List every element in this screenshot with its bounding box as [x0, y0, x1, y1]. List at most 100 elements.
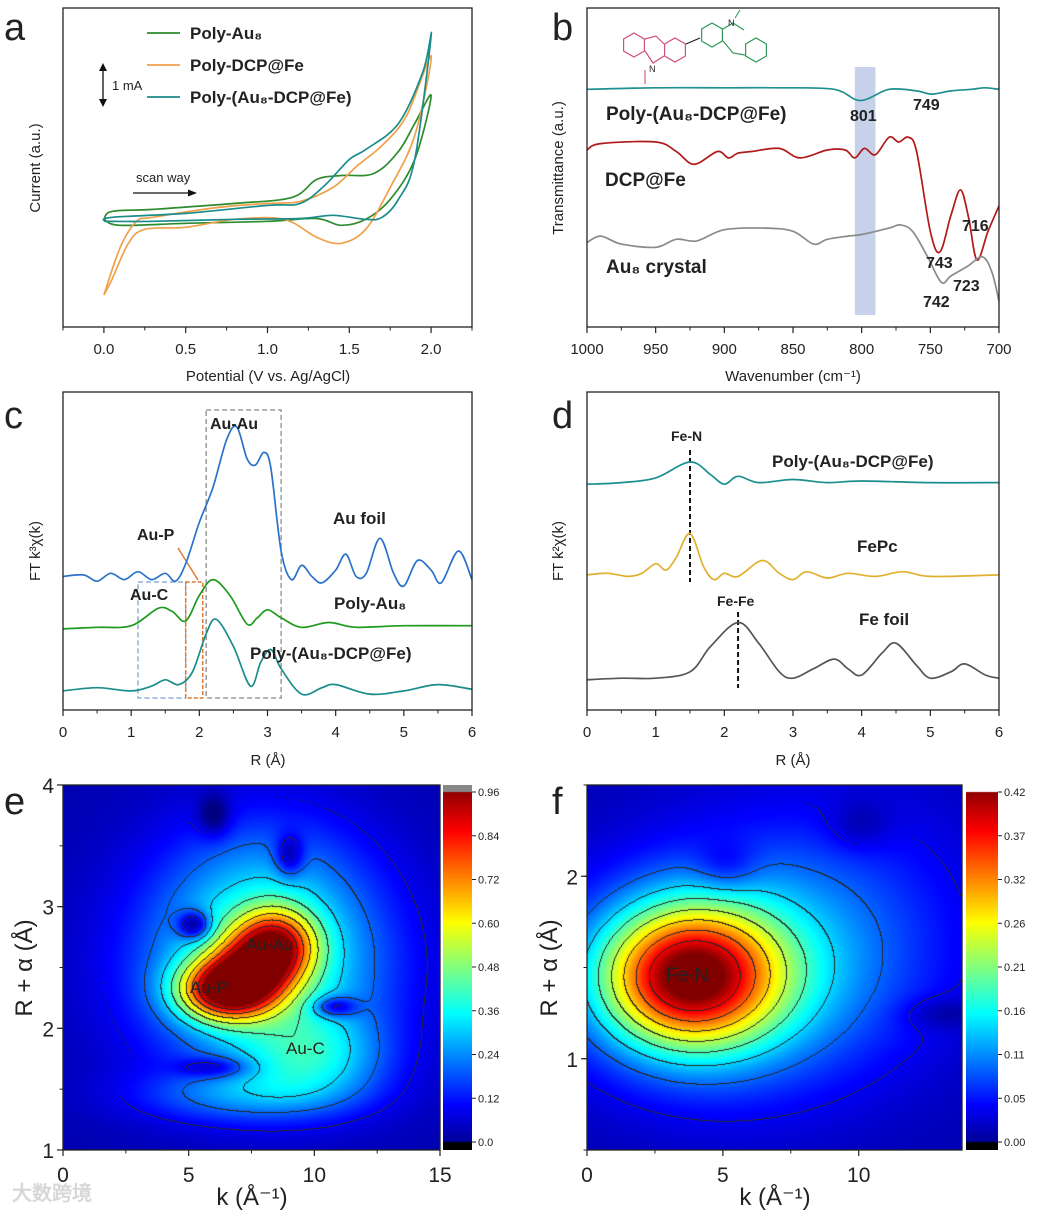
series-line-poly-dcp-fe [103, 54, 433, 296]
series-line-poly-au-dcp-fe [62, 618, 473, 696]
x-tick-label: 700 [986, 341, 1011, 358]
annotation-1-ma: 1 mA [112, 78, 143, 93]
annotation-au-p: Au-P [190, 978, 228, 997]
colorbar-ticks: 0.96 0.84 0.72 0.60 0.48 0.36 0.24 0.12 0.0 [472, 787, 499, 1149]
panel-b: b N N 1000 950 900 850 800 750 700 Wavenumber (cm⁻… [550, 7, 1012, 385]
legend-label: Poly-DCP@Fe [190, 56, 304, 75]
x-axis-title: Potential (V vs. Ag/AgCl) [186, 368, 350, 385]
series-line-poly-au-dcp-fe [102, 31, 433, 223]
annotation-scan-way: scan way [136, 170, 191, 185]
colorbar-tick-label: 0.00 [1004, 1137, 1025, 1149]
heatmap-e [63, 785, 440, 1150]
panel-letter: c [4, 395, 23, 437]
pyrrole-ring-icon [644, 35, 665, 64]
x-tick-label: 0 [59, 724, 67, 741]
colorbar-tick-label: 0.26 [1004, 918, 1025, 930]
y-tick-label: 3 [42, 897, 54, 920]
colorbar-tick-label: 0.36 [478, 1006, 499, 1018]
arrow-head-icon [188, 189, 197, 197]
annotation-au-au: Au-Au [246, 935, 293, 954]
series-line-au-foil [62, 425, 473, 588]
legend-label: Poly-(Au₈-DCP@Fe) [190, 88, 351, 107]
highlight-band-801 [854, 67, 876, 315]
colorbar-tick-label: 0.96 [478, 787, 499, 799]
au-p-pointer-arrow [177, 547, 199, 581]
panel-letter: d [552, 395, 573, 437]
x-tick-label: 10 [847, 1164, 870, 1187]
colorbar-tick-label: 0.16 [1004, 1006, 1025, 1018]
methyl-bond [734, 9, 741, 19]
y-tick-label: 1 [42, 1140, 54, 1163]
plot-frame [586, 784, 963, 1151]
x-tick-label: 950 [643, 341, 668, 358]
annotation-fepc: FePc [857, 537, 898, 556]
x-tick-label: 0.5 [175, 341, 196, 358]
x-tick-label: 750 [918, 341, 943, 358]
panel-d: d 0 1 2 3 4 5 6 R (Å) FT k²χ(k) Fe-N Poly-(Au₈-DCP@… [550, 391, 1003, 769]
plot-frame [62, 784, 441, 1151]
annotation-716: 716 [962, 218, 989, 235]
plot-frame [586, 391, 1000, 711]
nitrogen-atom-label: N [649, 64, 656, 74]
annotation-742: 742 [923, 294, 950, 311]
y-tick-label: 2 [42, 1018, 54, 1041]
x-tick-label: 0 [583, 724, 591, 741]
x-tick-label: 900 [712, 341, 737, 358]
annotation-poly-au-dcp-fe: Poly-(Au₈-DCP@Fe) [250, 644, 411, 663]
annotation-723: 723 [953, 278, 980, 295]
x-tick-label: 1000 [570, 341, 603, 358]
colorbar-tick-label: 0.42 [1004, 787, 1025, 799]
x-tick-label: 5 [717, 1164, 729, 1187]
x-tick-label: 2 [195, 724, 203, 741]
series-line-fepc [586, 532, 1000, 581]
x-tick-label: 800 [849, 341, 874, 358]
x-axis-title: R (Å) [776, 752, 811, 769]
annotation-801: 801 [850, 108, 877, 125]
y-tick-label: 2 [566, 866, 578, 889]
annotation-fe-n: Fe-N [666, 965, 708, 986]
pyrrole-ring-icon [722, 22, 746, 56]
legend-label: Poly-Au₈ [190, 24, 262, 43]
colorbar-f [966, 785, 998, 1150]
colorbar-tick-label: 0.48 [478, 962, 499, 974]
benzene-ring-icon [664, 37, 686, 63]
colorbar-tick-label: 0.21 [1004, 962, 1025, 974]
series-line-fe-foil [586, 621, 1000, 681]
annotation-poly-au-dcp-fe: Poly-(Au₈-DCP@Fe) [772, 452, 933, 471]
benzene-ring-icon [701, 22, 723, 48]
series-line-au-crystal [586, 223, 1000, 302]
annotation-au-c: Au-C [286, 1039, 325, 1058]
nitrogen-atom-label: N [728, 18, 735, 28]
x-tick-label: 4 [331, 724, 339, 741]
colorbar-tick-label: 0.32 [1004, 875, 1025, 887]
annotation-au-c: Au-C [130, 587, 169, 604]
panel-letter: f [552, 781, 563, 823]
annotation-fe-n: Fe-N [671, 428, 702, 444]
annotation-749: 749 [913, 97, 940, 114]
panel-letter: a [4, 7, 26, 49]
annotation-poly-au: Poly-Au₈ [334, 594, 406, 613]
annotation-fe-foil: Fe foil [859, 610, 909, 629]
x-tick-label: 0 [581, 1164, 593, 1187]
colorbar-tick-label: 0.11 [1004, 1050, 1025, 1062]
y-axis-title: R + α (Å) [10, 919, 38, 1016]
y-tick-label: 1 [566, 1049, 578, 1072]
x-tick-label: 5 [926, 724, 934, 741]
colorbar-tick-label: 0.84 [478, 831, 499, 843]
x-tick-label: 0 [57, 1164, 69, 1187]
x-tick-label: 4 [857, 724, 865, 741]
x-tick-label: 10 [303, 1164, 326, 1187]
panel-c: c 0 1 2 3 4 5 6 R (Å) FT k³χ(k) Au-Au Au-P Au-C Au fo… [4, 391, 476, 769]
panel-a: a Poly-Au₈ Poly-DCP@Fe Poly-(Au₈-DCP@Fe) 0.0… [4, 7, 473, 385]
benzene-ring-icon [745, 37, 767, 63]
au-c-region-box [137, 581, 187, 699]
x-tick-label: 15 [428, 1164, 451, 1187]
series-line-poly-au-dcp-fe [586, 461, 1000, 486]
x-tick-label: 1.0 [257, 341, 278, 358]
x-axis-title: k (Å⁻¹) [216, 1183, 287, 1211]
panel-f: f 0 5 10 1 2 k (Å⁻¹) R + α (Å) Fe-N [535, 781, 963, 1211]
x-tick-label: 1 [127, 724, 135, 741]
benzene-ring-icon [623, 32, 645, 58]
colorbar-tick-label: 0.37 [1004, 831, 1025, 843]
